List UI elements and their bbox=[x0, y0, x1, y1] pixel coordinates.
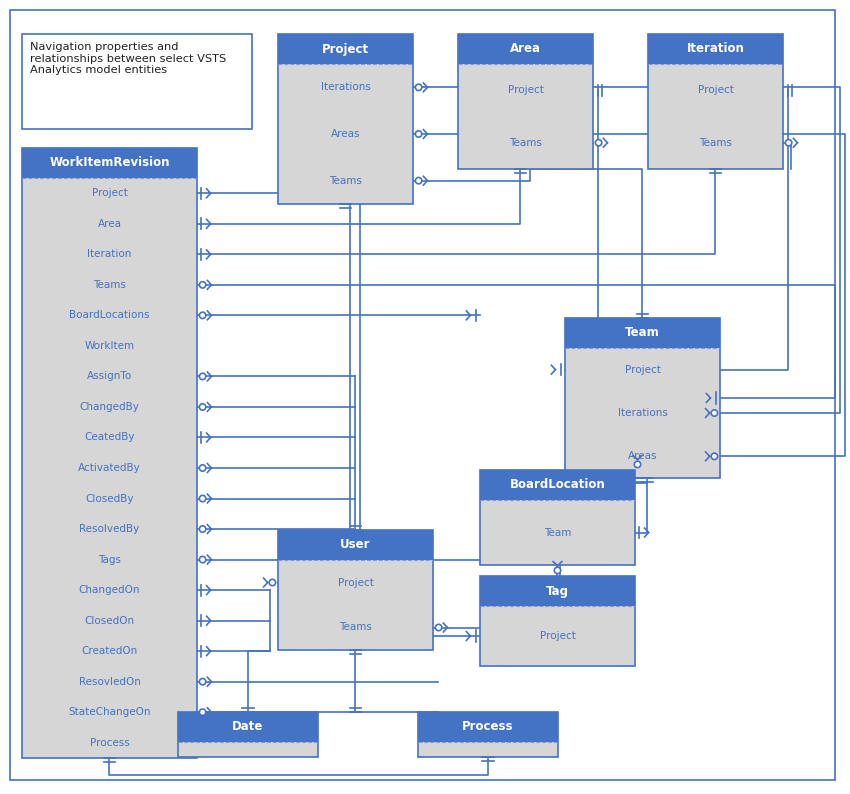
Bar bbox=[278, 530, 433, 650]
Circle shape bbox=[554, 567, 561, 573]
Text: Tags: Tags bbox=[98, 554, 121, 565]
Circle shape bbox=[634, 461, 641, 468]
Text: ChangedBy: ChangedBy bbox=[80, 402, 139, 412]
Text: WorkItemRevision: WorkItemRevision bbox=[49, 156, 170, 169]
Text: Iteration: Iteration bbox=[687, 43, 745, 56]
Text: CreatedOn: CreatedOn bbox=[82, 646, 138, 656]
Circle shape bbox=[416, 178, 422, 184]
Bar bbox=[458, 34, 593, 64]
Bar bbox=[565, 318, 720, 478]
Text: ChangedOn: ChangedOn bbox=[79, 585, 140, 596]
Bar bbox=[565, 318, 720, 348]
Circle shape bbox=[595, 140, 602, 146]
Bar bbox=[480, 470, 635, 500]
Text: Project: Project bbox=[337, 577, 373, 588]
Bar bbox=[278, 34, 413, 204]
Text: Area: Area bbox=[510, 43, 541, 56]
Text: Teams: Teams bbox=[93, 279, 126, 290]
Text: Tag: Tag bbox=[546, 584, 569, 598]
Text: Process: Process bbox=[89, 738, 129, 748]
Text: ClosedBy: ClosedBy bbox=[85, 494, 133, 503]
Circle shape bbox=[200, 282, 206, 288]
Text: Area: Area bbox=[98, 219, 122, 229]
Text: Teams: Teams bbox=[699, 137, 732, 148]
Text: Areas: Areas bbox=[331, 129, 360, 139]
Circle shape bbox=[200, 403, 206, 410]
Bar bbox=[480, 470, 635, 565]
Text: BoardLocations: BoardLocations bbox=[69, 310, 150, 320]
Circle shape bbox=[200, 679, 206, 685]
Circle shape bbox=[200, 709, 206, 715]
Text: Iterations: Iterations bbox=[618, 408, 667, 418]
Bar bbox=[418, 712, 558, 757]
Text: ActivatedBy: ActivatedBy bbox=[78, 463, 141, 473]
Bar bbox=[458, 34, 593, 169]
Text: Areas: Areas bbox=[628, 451, 657, 461]
Text: ResolvedBy: ResolvedBy bbox=[79, 524, 139, 534]
Text: WorkItem: WorkItem bbox=[84, 341, 134, 351]
Text: Teams: Teams bbox=[339, 622, 372, 633]
Text: Teams: Teams bbox=[509, 137, 542, 148]
Text: Navigation properties and
relationships between select VSTS
Analytics model enti: Navigation properties and relationships … bbox=[30, 42, 226, 75]
Text: Team: Team bbox=[625, 326, 660, 340]
Bar bbox=[648, 34, 783, 64]
Bar bbox=[278, 530, 433, 560]
Circle shape bbox=[711, 453, 717, 460]
Text: Project: Project bbox=[92, 188, 128, 198]
Circle shape bbox=[435, 624, 442, 630]
Circle shape bbox=[269, 580, 275, 586]
Text: User: User bbox=[340, 538, 371, 552]
Circle shape bbox=[200, 495, 206, 502]
Circle shape bbox=[200, 464, 206, 471]
Circle shape bbox=[200, 526, 206, 532]
Circle shape bbox=[711, 410, 717, 416]
Text: Iteration: Iteration bbox=[88, 249, 132, 260]
Circle shape bbox=[200, 373, 206, 380]
Circle shape bbox=[785, 140, 792, 146]
Circle shape bbox=[416, 131, 422, 137]
Text: ResovledOn: ResovledOn bbox=[78, 676, 140, 687]
Text: Project: Project bbox=[698, 85, 734, 95]
Text: Project: Project bbox=[322, 43, 369, 56]
Bar bbox=[418, 712, 558, 742]
Circle shape bbox=[200, 312, 206, 318]
Bar bbox=[480, 576, 635, 606]
Circle shape bbox=[416, 84, 422, 91]
Text: ClosedOn: ClosedOn bbox=[84, 615, 134, 626]
Text: Date: Date bbox=[232, 720, 264, 734]
Circle shape bbox=[200, 557, 206, 563]
Bar bbox=[648, 34, 783, 169]
Bar bbox=[22, 34, 252, 129]
Bar bbox=[178, 712, 318, 757]
Bar bbox=[22, 148, 197, 178]
Bar bbox=[278, 34, 413, 64]
Text: BoardLocation: BoardLocation bbox=[510, 479, 605, 491]
Text: Teams: Teams bbox=[329, 175, 362, 186]
Text: AssignTo: AssignTo bbox=[87, 372, 132, 381]
Text: Project: Project bbox=[625, 364, 660, 375]
Text: StateChangeOn: StateChangeOn bbox=[68, 707, 150, 717]
Bar bbox=[480, 576, 635, 666]
Text: Project: Project bbox=[507, 85, 543, 95]
Text: Project: Project bbox=[540, 631, 575, 641]
Text: Team: Team bbox=[544, 527, 571, 538]
Text: Process: Process bbox=[462, 720, 513, 734]
Text: Iterations: Iterations bbox=[320, 83, 371, 92]
Text: CeatedBy: CeatedBy bbox=[84, 433, 135, 442]
Bar bbox=[22, 148, 197, 758]
Bar bbox=[178, 712, 318, 742]
